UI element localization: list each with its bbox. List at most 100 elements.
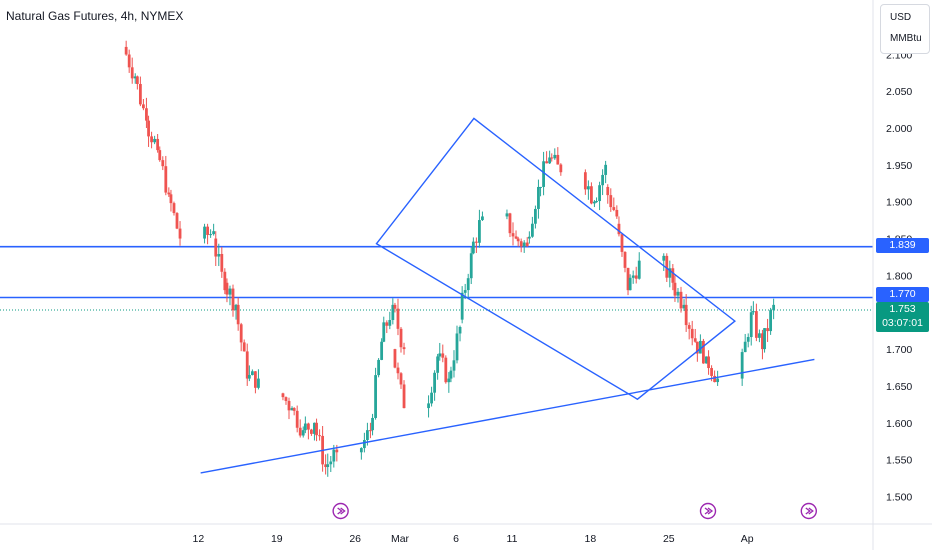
candle-body [167, 192, 171, 195]
candle-body [223, 271, 227, 291]
candle-body [743, 341, 747, 353]
candle-body [628, 277, 632, 291]
trendline-drawings [200, 117, 815, 474]
candle-body [290, 408, 294, 411]
candle-body [556, 154, 560, 165]
candle-body [746, 337, 750, 342]
countdown-timer: 03:07:01 [882, 317, 923, 329]
candle-body [542, 161, 545, 187]
candle-body [458, 326, 462, 334]
candle-body [620, 234, 624, 252]
candle-body [626, 267, 630, 291]
currency-label: USD [890, 12, 912, 23]
candle-body [380, 341, 384, 360]
candle-body [682, 304, 686, 309]
price-tick-label: 1.800 [886, 270, 912, 282]
candle-body [598, 185, 601, 202]
candle-body [615, 209, 619, 217]
candle-body [369, 430, 372, 432]
candle-body [217, 253, 221, 257]
candle-body [430, 392, 433, 404]
candle-body [548, 157, 552, 164]
candle-body [306, 423, 310, 430]
candle-body [481, 216, 484, 221]
price-tick-label: 1.500 [886, 492, 912, 504]
price-tick-label: 1.900 [886, 197, 912, 209]
candle-body [623, 251, 627, 268]
candle-body [153, 138, 157, 143]
candle-body [310, 429, 313, 434]
candle-body [257, 378, 260, 388]
candle-body [460, 292, 464, 320]
price-axis: 2.1002.0502.0001.9501.9001.8501.8001.750… [872, 0, 912, 550]
candle-body [324, 464, 328, 468]
price-tag-1839: 1.839 [876, 238, 929, 253]
candle-body [295, 410, 299, 428]
candle-body [466, 278, 470, 291]
horizontal-lines [0, 245, 873, 311]
candle-body [298, 427, 302, 436]
candle-body [161, 160, 165, 167]
candle-body [772, 304, 776, 311]
candle-body [662, 255, 666, 261]
candle-body [362, 440, 366, 449]
candle-body [225, 282, 229, 295]
candle-body [606, 186, 610, 196]
candle-body [254, 371, 257, 388]
candle-body [519, 241, 523, 247]
candle-body [438, 353, 442, 357]
candle-body [673, 282, 677, 296]
candle-body [769, 310, 773, 332]
candle-body [427, 403, 430, 409]
time-tick-label: 12 [193, 533, 205, 545]
candle-body [593, 201, 596, 204]
candle-body [239, 324, 243, 343]
event-marker-glyph [337, 507, 346, 515]
candle-body [388, 319, 392, 326]
candle-body [326, 464, 330, 468]
candle-body [469, 253, 473, 279]
candle-body [315, 422, 318, 436]
candle-body [545, 161, 549, 164]
candle-body [539, 186, 542, 188]
time-tick-label: 6 [453, 533, 459, 545]
candle-body [713, 375, 717, 383]
candle-body [231, 288, 235, 311]
candle-body [393, 349, 397, 368]
candle-body [511, 233, 515, 237]
candle-body [698, 340, 702, 354]
candle-body [377, 359, 381, 376]
event-marker-glyph [805, 507, 814, 515]
candle-body [250, 371, 254, 376]
candle-body [583, 172, 587, 190]
candle-body [124, 46, 128, 55]
price-tick-label: 2.000 [886, 123, 912, 135]
candle-body [601, 174, 605, 186]
candle-body [761, 333, 764, 350]
chart-title: Natural Gas Futures, 4h, NYMEX [6, 9, 184, 23]
candle-body [220, 253, 224, 272]
candle-body [203, 226, 206, 239]
candle-body [127, 54, 131, 68]
time-tick-label: Mar [391, 533, 410, 545]
candle-body [158, 150, 162, 161]
time-tick-label: Ap [741, 533, 754, 545]
time-tick-label: 18 [585, 533, 597, 545]
time-tick-label: 26 [349, 533, 361, 545]
candle-body [301, 430, 305, 436]
candle-body [590, 186, 593, 204]
candle-body [444, 357, 448, 383]
candle-body [212, 231, 216, 235]
candle-body [637, 260, 641, 279]
candle-body [534, 208, 537, 224]
candle-body [436, 356, 440, 373]
unit-selector[interactable]: USD MMBtu [880, 4, 930, 54]
candle-body [206, 226, 209, 235]
candle-body [690, 328, 694, 339]
candle-body [382, 322, 386, 342]
candle-body [371, 417, 374, 431]
candle-body [236, 304, 240, 325]
candle-body [455, 333, 459, 361]
